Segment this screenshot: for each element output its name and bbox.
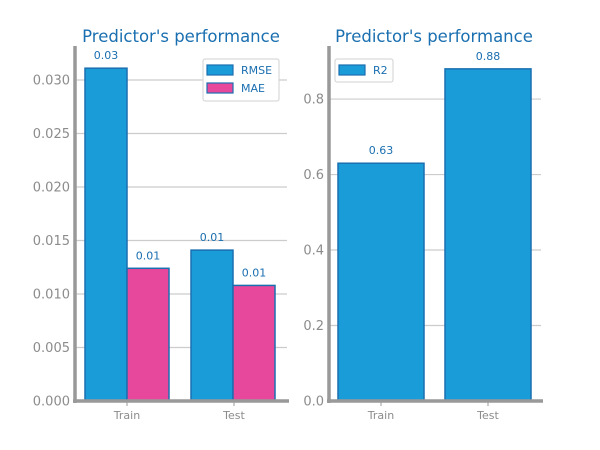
bar-rmse-test [190,249,234,402]
chart-title: Predictor's performance [82,27,280,46]
y-tick-label: 0.005 [33,341,70,356]
y-tick-label: 0.0 [303,395,324,410]
legend-swatch-mae [206,82,234,94]
bar-r2-train [337,162,425,402]
y-tick-label: 0.6 [303,168,324,183]
y-tick-label: 0.025 [33,127,70,142]
data-label: 0.88 [476,50,501,63]
data-label: 0.01 [136,249,161,262]
bar-rmse-train [84,67,128,402]
x-tick-label: Test [476,409,499,422]
y-tick-label: 0.8 [303,93,324,108]
y-tick-label: 0.2 [303,319,324,334]
x-tick-label: Train [367,409,394,422]
chart-panel-1: Predictor's performance 0.000 0.005 0.010 0.… [33,27,289,422]
bar-mae-train [126,267,170,402]
legend: RMSE MAE [202,58,280,102]
legend-label-mae: MAE [241,82,265,95]
x-tick-label: Test [222,409,245,422]
legend: R2 [334,58,394,83]
y-tick-label: 0.4 [303,244,324,259]
data-label: 0.03 [94,49,119,62]
x-tick-label: Train [113,409,140,422]
data-label: 0.01 [200,231,225,244]
y-tick-label: 0.020 [33,180,70,195]
y-tick-label: 0.010 [33,287,70,302]
y-tick-label: 0.000 [33,395,70,410]
bar-r2-test [444,68,532,402]
legend-swatch-rmse [206,64,234,76]
data-label: 0.63 [369,144,394,157]
legend-swatch-r2 [338,64,366,76]
y-tick-label: 0.015 [33,234,70,249]
bar-mae-test [232,284,276,402]
data-label: 0.01 [242,266,267,279]
chart-title: Predictor's performance [335,27,533,46]
legend-label-r2: R2 [373,64,388,77]
y-tick-label: 0.030 [33,73,70,88]
chart-panel-2: Predictor's performance 0.0 0.2 0.4 0.6 0.8 0.… [303,27,543,422]
legend-label-rmse: RMSE [241,64,272,77]
